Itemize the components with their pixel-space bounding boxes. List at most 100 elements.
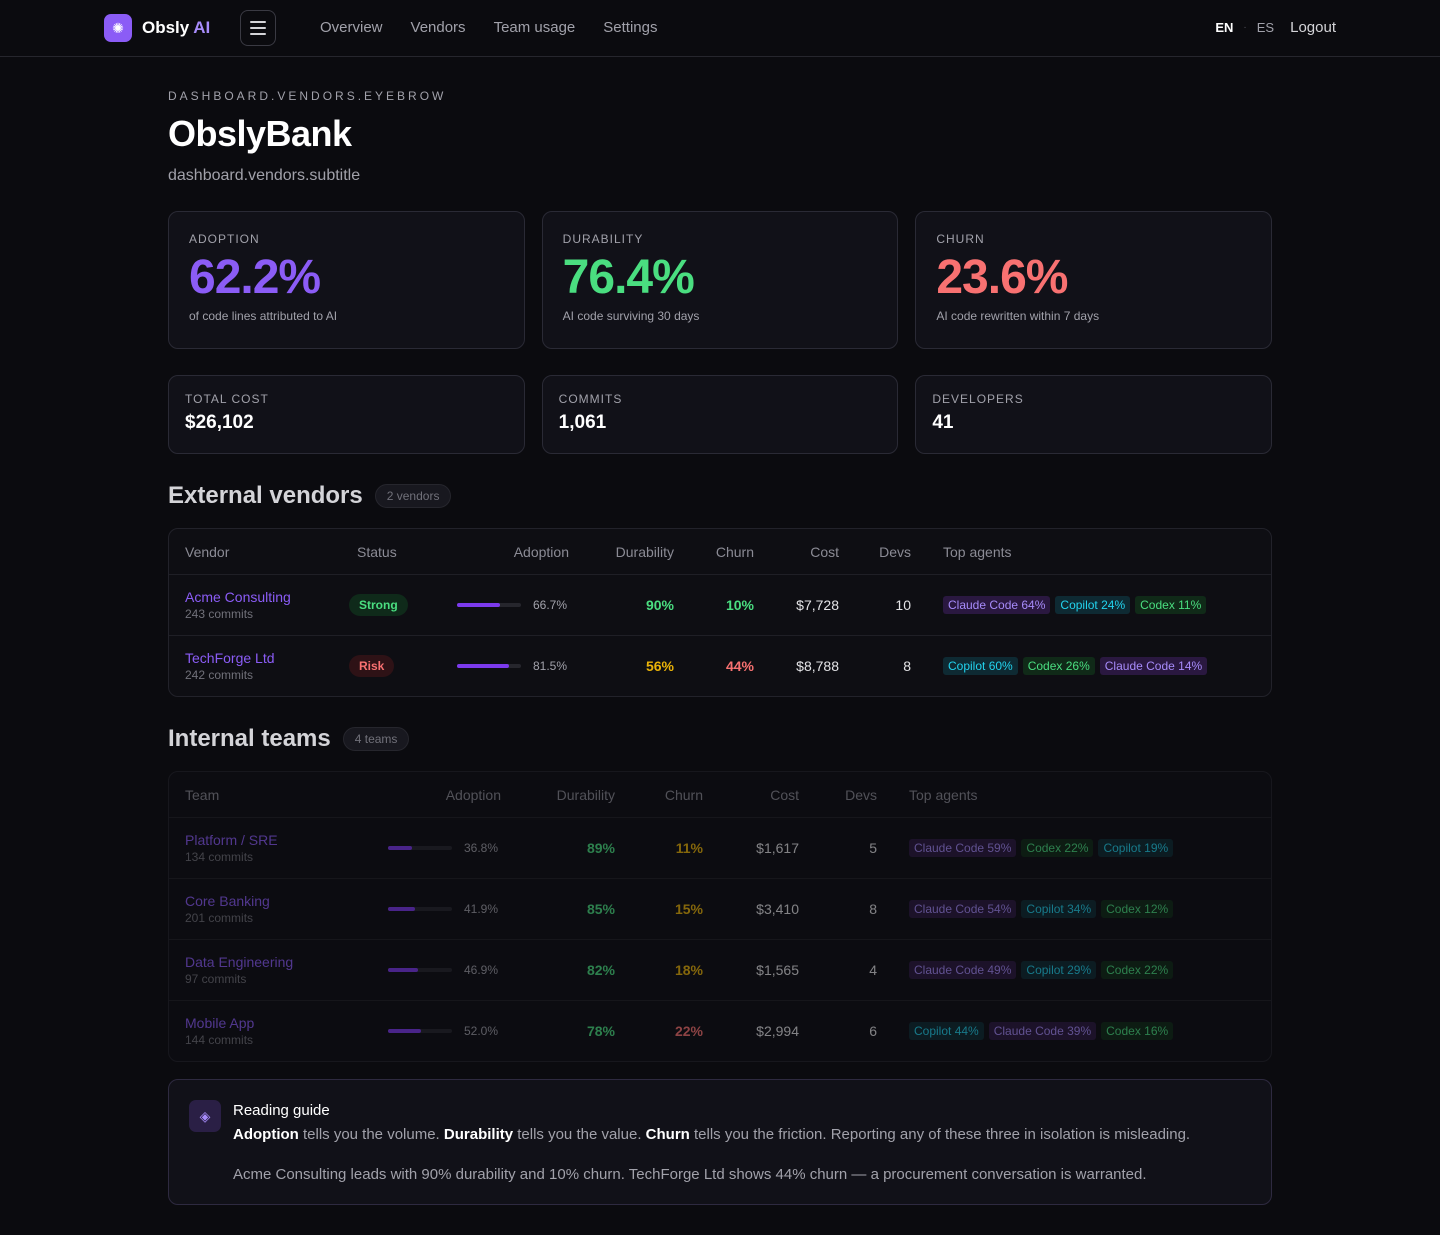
- adoption-bar: [388, 846, 452, 850]
- cost-value: $2,994: [756, 1023, 799, 1039]
- sparkle-icon: ✺: [104, 14, 132, 42]
- guide-adoption: Adoption: [233, 1126, 299, 1143]
- page-eyebrow: DASHBOARD.VENDORS.EYEBROW: [168, 89, 447, 103]
- agent-tag: Claude Code 14%: [1099, 657, 1208, 675]
- devs-value: 8: [903, 658, 911, 674]
- main-content: DASHBOARD.VENDORS.EYEBROW ObslyBank dash…: [168, 57, 1273, 1205]
- stat-cards: TOTAL COST $26,102 COMMITS 1,061 DEVELOP…: [168, 375, 1273, 454]
- brand[interactable]: ✺ Obsly AI: [104, 14, 210, 42]
- kpi-churn: CHURN 23.6% AI code rewritten within 7 d…: [915, 211, 1273, 349]
- kpi-adoption: ADOPTION 62.2% of code lines attributed …: [168, 211, 525, 349]
- churn-value: 11%: [675, 840, 703, 856]
- col-churn[interactable]: Churn: [664, 786, 703, 803]
- table-header: Team Adoption Durability Churn Cost Devs…: [169, 772, 1271, 817]
- adoption-bar-fill: [388, 1029, 422, 1033]
- row-name-link[interactable]: Data Engineering: [185, 954, 294, 970]
- nav-vendors[interactable]: Vendors: [410, 19, 466, 36]
- agent-tag: Copilot 60%: [943, 657, 1018, 675]
- row-commits: 201 commits: [185, 911, 254, 925]
- cost-value: $1,617: [756, 840, 799, 856]
- col-vendor[interactable]: Vendor: [185, 543, 230, 560]
- agent-tag: Codex 26%: [1022, 657, 1095, 675]
- agent-tag: Claude Code 49%: [909, 961, 1017, 979]
- churn-value: 18%: [674, 962, 703, 978]
- table-row[interactable]: Mobile App 144 commits 52.0% 78% 22% $2,994 6 C…: [169, 1000, 1271, 1061]
- adoption-percent: 36.8%: [464, 841, 499, 855]
- table-row[interactable]: Data Engineering 97 commits 46.9% 82% 18% $1,…: [169, 939, 1271, 1000]
- row-commits: 97 commits: [185, 972, 247, 986]
- kpi-value: 23.6%: [936, 251, 1068, 304]
- nav-overview[interactable]: Overview: [320, 19, 383, 36]
- col-devs[interactable]: Devs: [845, 786, 877, 803]
- kpi-desc: of code lines attributed to AI: [189, 309, 338, 323]
- name-cell: Acme Consulting 243 commits: [185, 575, 291, 635]
- guide-summary: Acme Consulting leads with 90% durabilit…: [233, 1166, 1147, 1183]
- menu-button[interactable]: [240, 10, 276, 46]
- churn-value: 22%: [674, 1023, 703, 1039]
- row-name-link[interactable]: Mobile App: [185, 1015, 255, 1031]
- right-nav: EN · ES Logout: [1215, 19, 1336, 36]
- adoption-bar-fill: [457, 664, 510, 668]
- col-adoption[interactable]: Adoption: [445, 786, 501, 803]
- table-row[interactable]: Platform / SRE 134 commits 36.8% 89% 11% $1,6…: [169, 817, 1271, 878]
- row-commits: 144 commits: [185, 1033, 254, 1047]
- adoption-percent: 46.9%: [464, 963, 499, 977]
- row-name-link[interactable]: Core Banking: [185, 893, 270, 909]
- lang-en[interactable]: EN: [1215, 20, 1234, 35]
- col-durability[interactable]: Durability: [556, 786, 615, 803]
- table-row[interactable]: TechForge Ltd 242 commits Risk 81.5% 56% 44% $…: [169, 635, 1271, 696]
- col-durability[interactable]: Durability: [615, 543, 674, 560]
- churn-value: 44%: [725, 658, 754, 674]
- row-name-link[interactable]: Acme Consulting: [185, 589, 291, 605]
- cost-value: $1,565: [756, 962, 799, 978]
- kpi-label: ADOPTION: [189, 232, 260, 246]
- table-row[interactable]: Acme Consulting 243 commits Strong 66.7% 90%…: [169, 574, 1271, 635]
- logout-link[interactable]: Logout: [1290, 19, 1336, 36]
- status-badge: Strong: [349, 594, 408, 616]
- adoption-cell: 41.9%: [388, 879, 498, 939]
- adoption-bar: [388, 1029, 452, 1033]
- brand-name: Obsly AI: [142, 18, 210, 38]
- adoption-percent: 41.9%: [464, 902, 499, 916]
- stat-label: DEVELOPERS: [932, 392, 1024, 406]
- kpi-label: CHURN: [936, 232, 985, 246]
- page-subtitle: dashboard.vendors.subtitle: [168, 167, 361, 184]
- col-cost[interactable]: Cost: [770, 786, 799, 803]
- layers-icon: ◈: [189, 1100, 221, 1132]
- lang-es[interactable]: ES: [1256, 20, 1275, 35]
- col-devs[interactable]: Devs: [879, 543, 911, 560]
- reading-guide: ◈ Reading guide Adoption tells you the v…: [168, 1079, 1272, 1205]
- adoption-bar-fill: [388, 846, 412, 850]
- guide-text: Adoption tells you the volume. Durabilit…: [233, 1126, 1190, 1143]
- row-name-link[interactable]: Platform / SRE: [185, 832, 278, 848]
- count-pill: 2 vendors: [374, 484, 452, 508]
- devs-value: 4: [869, 962, 877, 978]
- lang-separator: ·: [1243, 22, 1247, 33]
- row-name-link[interactable]: TechForge Ltd: [185, 650, 275, 666]
- agent-tag: Codex 16%: [1101, 1022, 1174, 1040]
- col-adoption[interactable]: Adoption: [513, 543, 569, 560]
- status-badge: Risk: [349, 655, 395, 677]
- col-churn[interactable]: Churn: [715, 543, 754, 560]
- guide-adoption-text: tells you the volume.: [298, 1126, 444, 1143]
- nav-team-usage[interactable]: Team usage: [493, 19, 576, 36]
- devs-value: 10: [895, 597, 911, 613]
- adoption-cell: 52.0%: [388, 1001, 498, 1061]
- adoption-bar: [457, 603, 521, 607]
- devs-value: 8: [869, 901, 877, 917]
- col-team[interactable]: Team: [185, 786, 220, 803]
- col-status[interactable]: Status: [357, 543, 397, 560]
- table-row[interactable]: Core Banking 201 commits 41.9% 85% 15% $3,410…: [169, 878, 1271, 939]
- agents-cell: Claude Code 49% Copilot 29% Codex 22%: [909, 940, 1178, 1000]
- nav-settings[interactable]: Settings: [603, 19, 658, 36]
- section-title: External vendors: [168, 482, 363, 509]
- cost-value: $8,788: [796, 658, 839, 674]
- agent-tag: Copilot 24%: [1055, 596, 1131, 614]
- status-cell: Strong: [349, 575, 408, 635]
- col-top-agents[interactable]: Top agents: [943, 543, 1012, 560]
- stat-total-cost: TOTAL COST $26,102: [168, 375, 525, 454]
- col-cost[interactable]: Cost: [810, 543, 839, 560]
- devs-value: 5: [869, 840, 877, 856]
- kpi-durability: DURABILITY 76.4% AI code surviving 30 da…: [541, 211, 899, 349]
- col-top-agents[interactable]: Top agents: [909, 786, 978, 803]
